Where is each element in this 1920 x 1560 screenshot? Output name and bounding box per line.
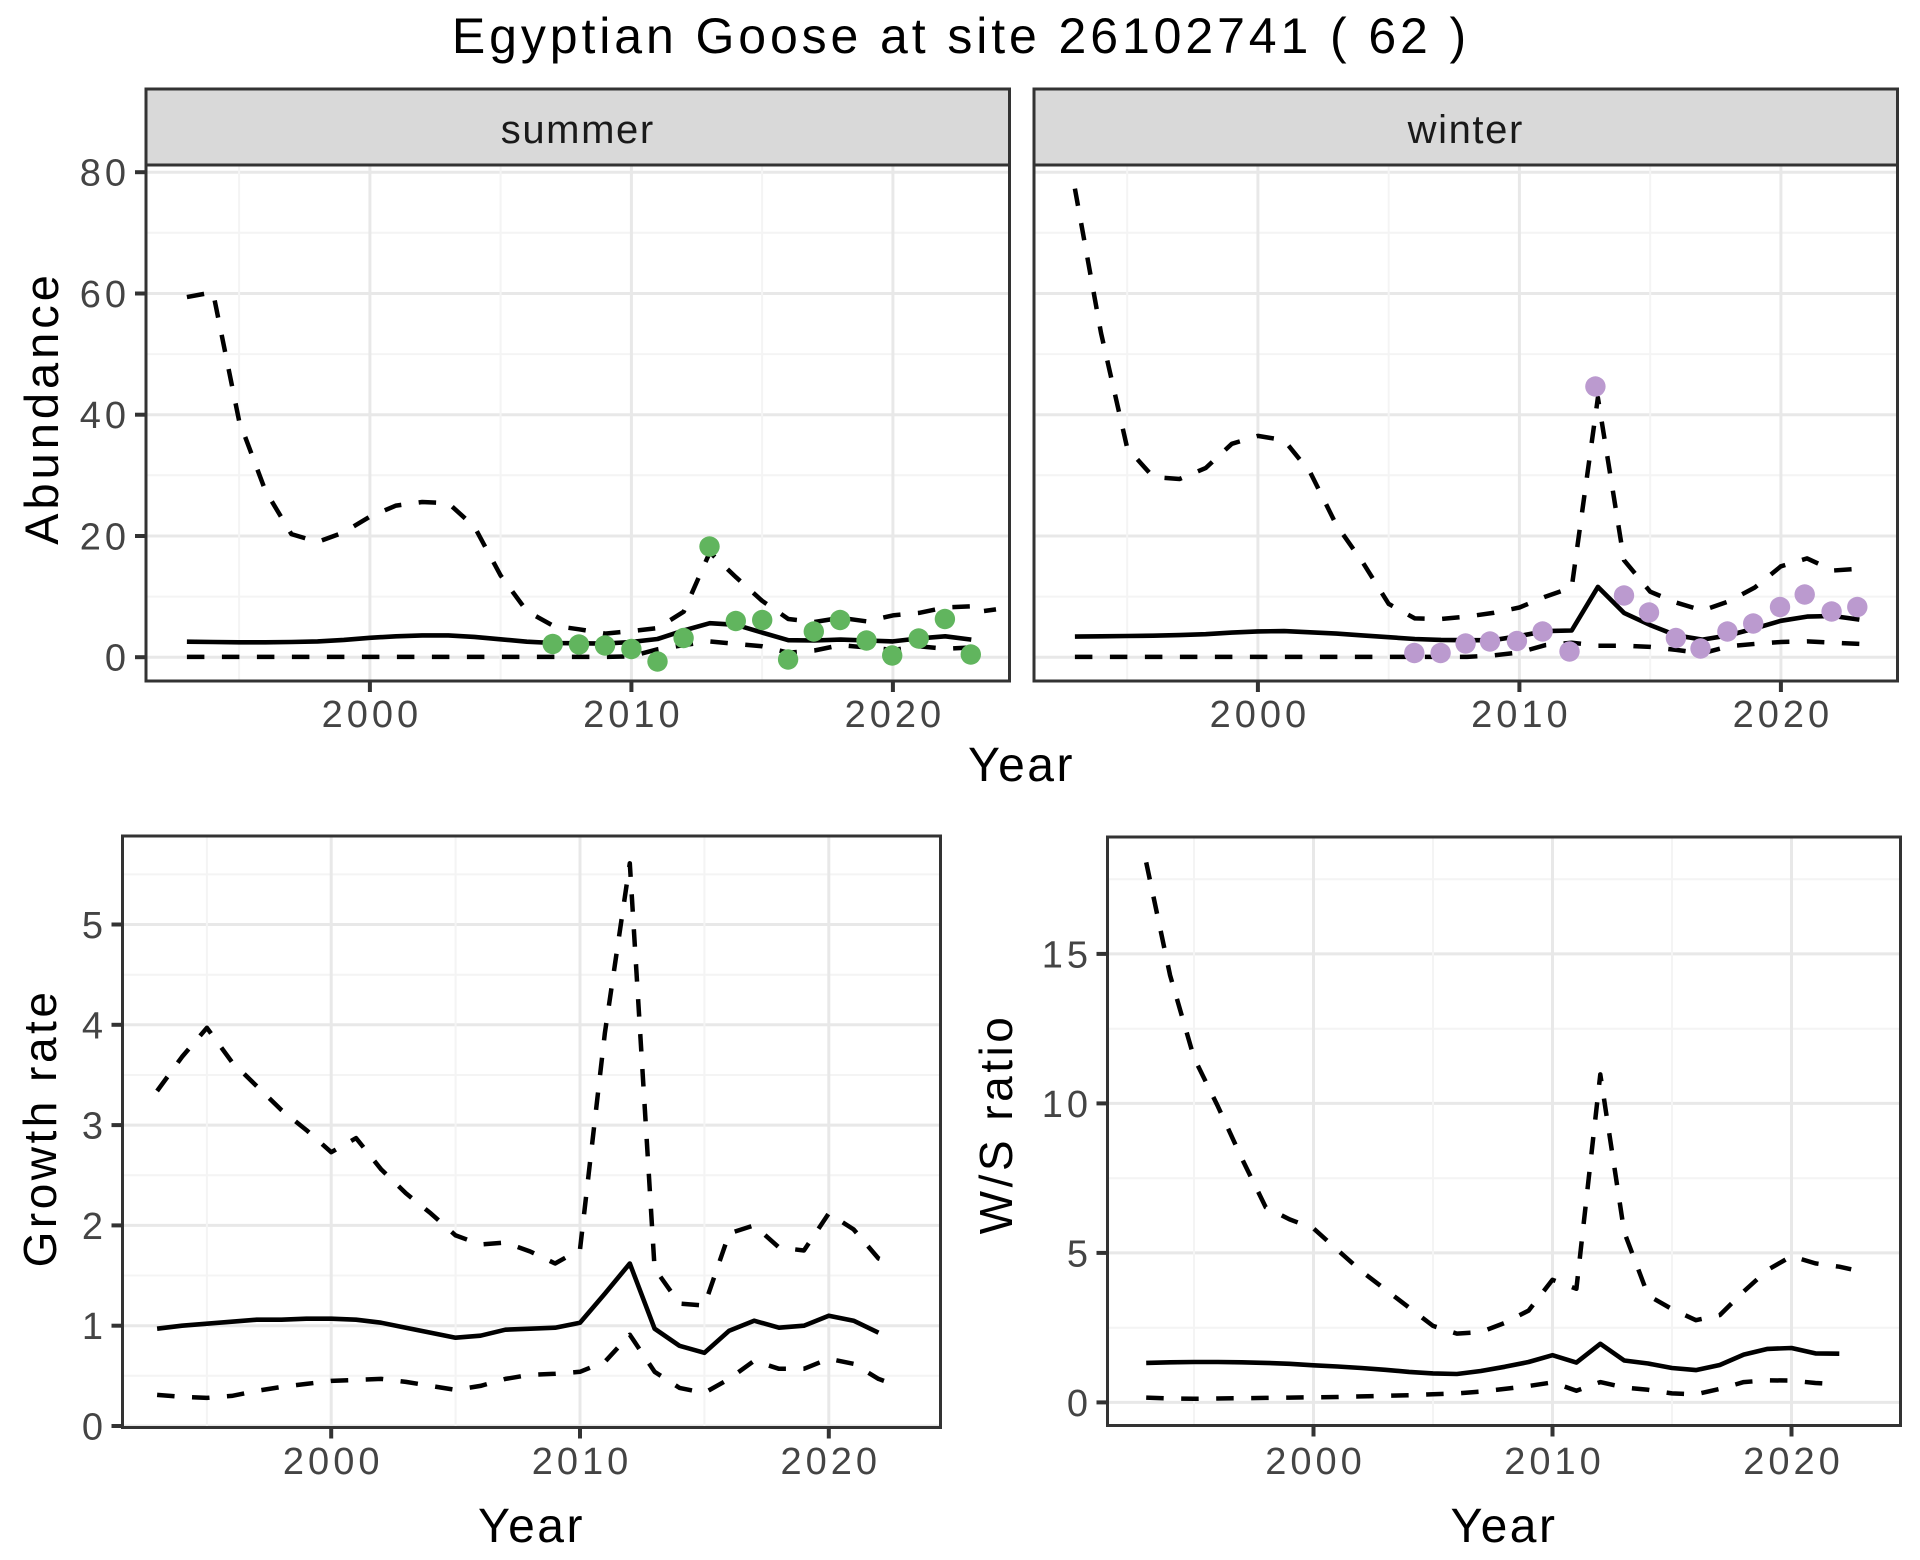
svg-text:20: 20 xyxy=(80,517,130,559)
svg-text:80: 80 xyxy=(80,153,130,195)
svg-text:2000: 2000 xyxy=(1210,694,1311,736)
svg-text:2010: 2010 xyxy=(583,694,684,736)
svg-text:2010: 2010 xyxy=(532,1441,633,1483)
svg-text:Egyptian Goose at site 2610274: Egyptian Goose at site 26102741 ( 62 ) xyxy=(452,8,1470,64)
svg-text:2010: 2010 xyxy=(1504,1441,1605,1483)
svg-text:2020: 2020 xyxy=(781,1441,882,1483)
svg-text:1: 1 xyxy=(82,1306,107,1348)
svg-text:4: 4 xyxy=(82,1005,107,1047)
svg-text:2000: 2000 xyxy=(1265,1441,1366,1483)
svg-text:5: 5 xyxy=(1067,1233,1092,1275)
svg-text:15: 15 xyxy=(1042,934,1092,976)
svg-text:10: 10 xyxy=(1042,1084,1092,1126)
svg-text:2010: 2010 xyxy=(1471,694,1572,736)
svg-text:60: 60 xyxy=(80,274,130,316)
svg-text:0: 0 xyxy=(82,1407,107,1449)
svg-text:2: 2 xyxy=(82,1206,107,1248)
svg-text:5: 5 xyxy=(82,905,107,947)
svg-text:winter: winter xyxy=(1407,108,1524,152)
svg-text:2000: 2000 xyxy=(283,1441,384,1483)
svg-text:40: 40 xyxy=(80,395,130,437)
svg-text:summer: summer xyxy=(501,108,655,152)
svg-text:Year: Year xyxy=(478,1500,585,1553)
svg-text:2000: 2000 xyxy=(322,694,423,736)
svg-text:W/S ratio: W/S ratio xyxy=(970,1014,1022,1235)
svg-text:2020: 2020 xyxy=(845,694,946,736)
svg-text:Growth rate: Growth rate xyxy=(14,989,66,1268)
svg-text:2020: 2020 xyxy=(1733,694,1834,736)
svg-text:Year: Year xyxy=(968,739,1075,792)
svg-text:Year: Year xyxy=(1451,1500,1558,1553)
svg-text:0: 0 xyxy=(1067,1383,1092,1425)
svg-text:Abundance: Abundance xyxy=(15,271,68,545)
svg-text:2020: 2020 xyxy=(1743,1441,1844,1483)
svg-text:3: 3 xyxy=(82,1106,107,1148)
svg-text:0: 0 xyxy=(105,638,130,680)
